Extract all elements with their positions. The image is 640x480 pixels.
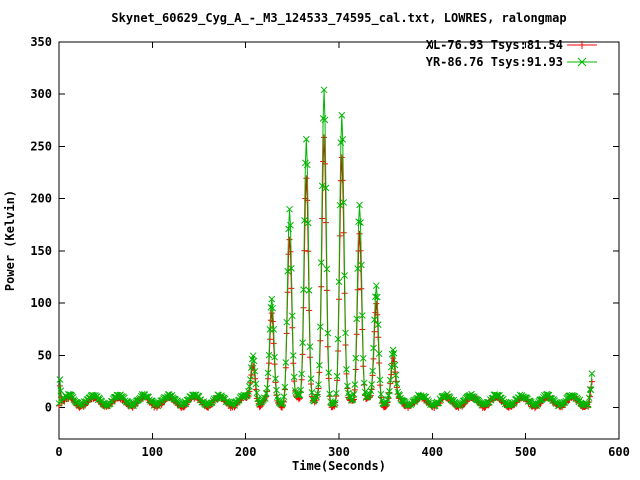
y-tick-label: 0 [45,401,52,415]
x-tick-label: 100 [141,445,163,459]
y-tick-label: 300 [30,87,52,101]
x-tick-label: 400 [421,445,443,459]
x-tick-label: 500 [515,445,537,459]
chart-title: Skynet_60629_Cyg_A_-_M3_124533_74595_cal… [111,11,566,26]
x-tick-label: 0 [55,445,62,459]
plot-border [58,41,620,440]
legend-marker-plus-icon [578,41,586,49]
legend-label-xl: XL-76.93 Tsys:81.54 [426,38,563,52]
y-tick-label: 100 [30,296,52,310]
y-tick-label: 350 [30,35,52,49]
x-tick-label: 600 [608,445,630,459]
x-axis-label: Time(Seconds) [292,459,386,473]
y-tick-label: 150 [30,244,52,258]
series-markers-yr [55,86,596,410]
legend-label-yr: YR-86.76 Tsys:91.93 [426,55,563,69]
legend-marker-x-icon [577,57,587,67]
y-axis-label: Power (Kelvin) [3,190,17,291]
y-tick-label: 200 [30,192,52,206]
y-tick-label: 250 [30,139,52,153]
series-line-yr [58,89,593,408]
x-tick-label: 200 [235,445,257,459]
y-tick-label: 50 [38,348,52,362]
axis-ticks [58,41,620,439]
x-tick-label: 300 [328,445,350,459]
